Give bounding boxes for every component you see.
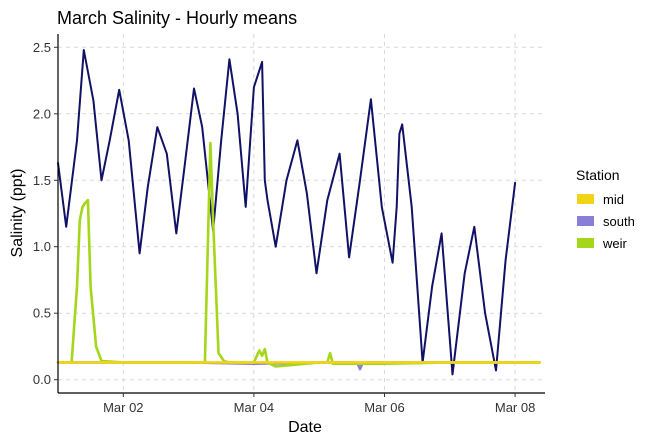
series-1-series-line — [57, 49, 517, 376]
y-tick-label: 0.5 — [33, 306, 51, 321]
legend-swatch-south — [577, 216, 594, 226]
x-tick-label: Mar 02 — [103, 400, 143, 415]
weir-series-line — [56, 141, 541, 368]
series-lines — [56, 49, 541, 376]
legend-title: Station — [576, 167, 620, 183]
y-tick-label: 0.0 — [33, 372, 51, 387]
y-ticks: 0.0 0.5 1.0 1.5 2.0 2.5 — [33, 40, 58, 387]
x-tick-label: Mar 06 — [364, 400, 404, 415]
legend-swatch-weir — [577, 238, 594, 248]
legend-label-weir: weir — [602, 236, 628, 251]
legend: Station mid south weir — [576, 167, 635, 251]
legend-label-south: south — [603, 214, 635, 229]
x-axis-title: Date — [288, 419, 322, 436]
y-tick-label: 2.0 — [33, 106, 51, 121]
axes — [57, 34, 545, 394]
legend-swatch-mid — [577, 194, 594, 204]
x-tick-label: Mar 04 — [234, 400, 274, 415]
gridlines — [58, 34, 545, 393]
x-ticks: Mar 02 Mar 04 Mar 06 Mar 08 — [103, 393, 535, 415]
y-axis-title: Salinity (ppt) — [9, 169, 26, 258]
legend-label-mid: mid — [603, 192, 624, 207]
x-tick-label: Mar 08 — [495, 400, 535, 415]
chart-title: March Salinity - Hourly means — [57, 8, 297, 28]
y-tick-label: 2.5 — [33, 40, 51, 55]
y-tick-label: 1.5 — [33, 173, 51, 188]
legend-entries: mid south weir — [577, 192, 635, 251]
y-tick-label: 1.0 — [33, 239, 51, 254]
